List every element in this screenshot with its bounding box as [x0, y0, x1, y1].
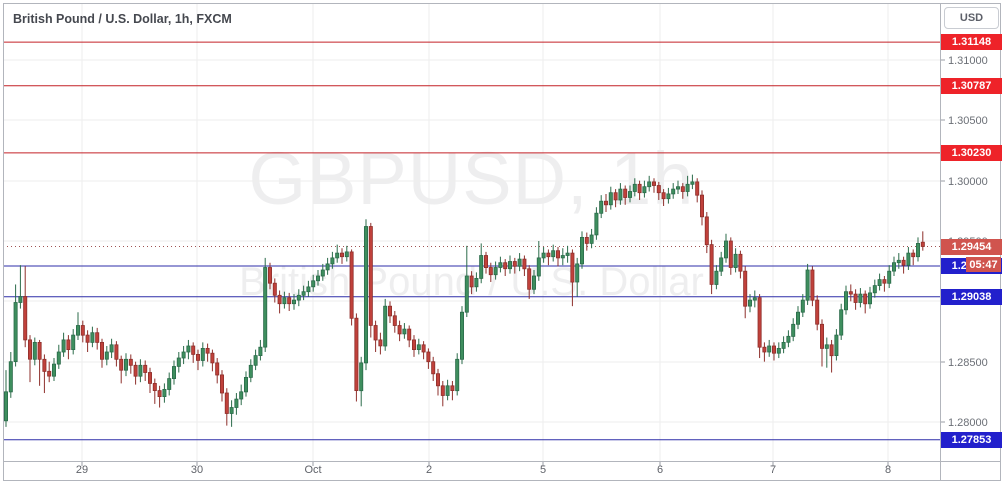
price-tick-label: 1.28500 — [948, 356, 988, 369]
bar-countdown-label: 05:47 — [966, 257, 1001, 272]
support-price-label: 1.29038 — [941, 289, 1002, 305]
price-tick-label: 1.31000 — [948, 54, 988, 67]
time-tick-label: Oct — [304, 464, 322, 476]
time-tick-label: 7 — [769, 464, 777, 476]
currency-toggle-button[interactable]: USD — [944, 7, 999, 29]
last-price-label: 1.29454 — [941, 239, 1002, 255]
resistance-price-label: 1.30787 — [941, 78, 1002, 94]
price-tick-label: 1.28000 — [948, 416, 988, 429]
time-tick-label: 8 — [884, 464, 892, 476]
resistance-price-label: 1.31148 — [941, 34, 1002, 50]
time-tick-label: 5 — [539, 464, 547, 476]
support-price-label: 1.27853 — [941, 432, 1002, 448]
price-tick-label: 1.30000 — [948, 175, 988, 188]
time-tick-label: 6 — [656, 464, 664, 476]
time-tick-label: 2 — [425, 464, 433, 476]
price-tick-label: 1.30500 — [948, 114, 988, 127]
resistance-price-label: 1.30230 — [941, 145, 1002, 161]
symbol-title: British Pound / U.S. Dollar, 1h, FXCM — [13, 12, 232, 26]
time-tick-label: 30 — [190, 464, 204, 476]
time-tick-label: 29 — [75, 464, 89, 476]
